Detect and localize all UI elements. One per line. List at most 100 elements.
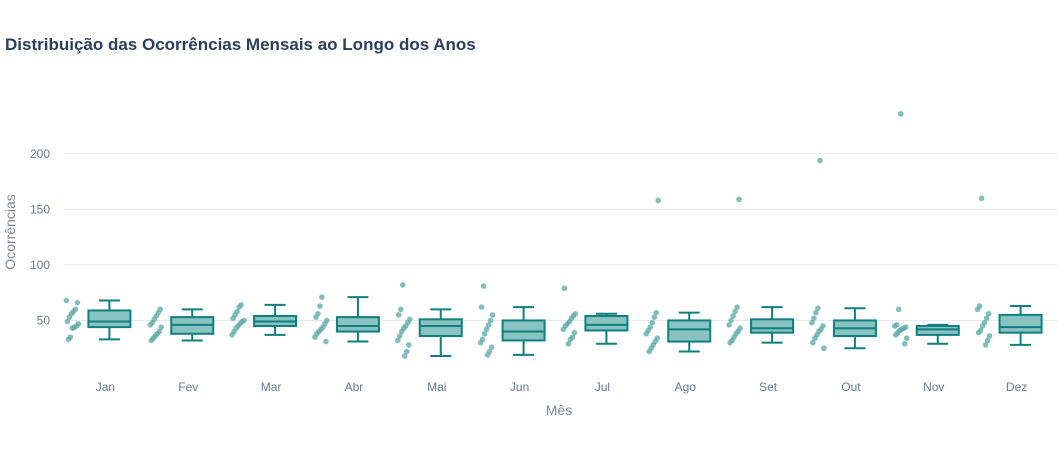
data-point [891,323,898,329]
data-point [653,309,660,316]
data-point [396,333,403,339]
data-point [560,326,567,333]
x-tick-label: Dez [1006,380,1027,394]
data-point [982,342,989,348]
data-point [317,303,323,309]
data-point [983,315,990,322]
data-point [974,306,981,313]
y-tick-label: 150 [30,202,50,216]
x-tick-label: Jan [96,380,115,394]
data-point [732,308,738,315]
data-point [812,335,818,342]
data-point [643,330,650,337]
data-point [229,332,235,338]
data-point [895,306,902,313]
data-point [979,323,986,329]
x-tick-label: Ago [675,380,697,394]
data-point [811,315,817,322]
data-point [561,285,568,292]
box-Jun [501,306,546,356]
data-point [809,319,815,326]
box-Dez [998,305,1043,346]
data-point [727,339,733,346]
x-tick-labels: Jan Fev Mar Abr Mai Jun Jul Ago Set Out Nov Dez [96,380,1028,394]
box-iqr [915,325,960,336]
data-point [813,309,819,316]
data-point [394,337,401,344]
y-tick-labels: 50 100 150 200 [30,147,50,328]
x-tick-label: Jul [595,380,610,394]
data-point [821,345,827,352]
data-point [395,312,402,318]
data-point [736,196,742,203]
data-point [726,322,732,328]
x-tick-label: Mar [261,380,282,394]
data-point [646,348,653,355]
box-iqr [750,318,795,334]
x-tick-label: Fev [178,380,198,394]
box-Set [750,306,795,344]
data-point [817,157,823,164]
y-tick-label: 50 [37,313,51,327]
data-point [485,322,492,328]
box-iqr [87,309,132,329]
data-point [487,317,494,324]
data-point [892,332,899,338]
box-Fev [170,308,215,342]
data-point [323,338,329,345]
x-tick-label: Out [841,380,861,394]
data-point [488,344,495,350]
x-tick-label: Jun [510,380,529,394]
grid-layer [64,153,1058,321]
data-point [567,336,574,343]
data-point [489,312,496,318]
data-point [405,342,412,348]
x-tick-label: Set [759,380,778,394]
data-point [64,318,71,325]
data-point [975,329,982,336]
data-point [158,324,165,330]
box-iqr [998,313,1043,334]
data-point [986,333,993,339]
data-point [66,314,73,320]
data-point [319,294,325,300]
data-point [74,299,81,306]
y-tick-label: 100 [30,258,50,272]
data-point [230,315,236,322]
data-point [730,313,736,319]
data-point [483,326,490,333]
data-point [313,314,319,320]
data-point [403,348,410,355]
data-point [728,317,734,324]
data-point [978,195,985,202]
x-tick-label: Nov [923,380,944,394]
data-point [651,314,658,320]
box-Abr [335,296,380,343]
data-point [397,306,404,313]
box-iqr [584,315,629,332]
data-point [480,283,487,289]
data-point [399,282,406,288]
box-Jul [584,312,629,345]
y-tick-label: 200 [30,147,50,161]
box-iqr [418,318,463,338]
chart-title: Distribuição das Ocorrências Mensais ao … [5,35,476,54]
box-iqr [335,316,380,333]
data-point [69,325,76,332]
data-point [478,304,485,310]
box-Mai [418,308,463,358]
jitter-points [63,111,993,359]
data-point [148,337,155,344]
box-Ago [667,311,712,353]
x-tick-label: Abr [345,380,364,394]
data-point [147,322,154,328]
data-point [901,340,908,347]
data-point [63,297,70,304]
data-point [655,197,662,204]
data-point [984,337,991,344]
data-point [565,340,572,347]
y-axis-title: Ocorrências [2,194,18,269]
data-point [815,305,821,312]
